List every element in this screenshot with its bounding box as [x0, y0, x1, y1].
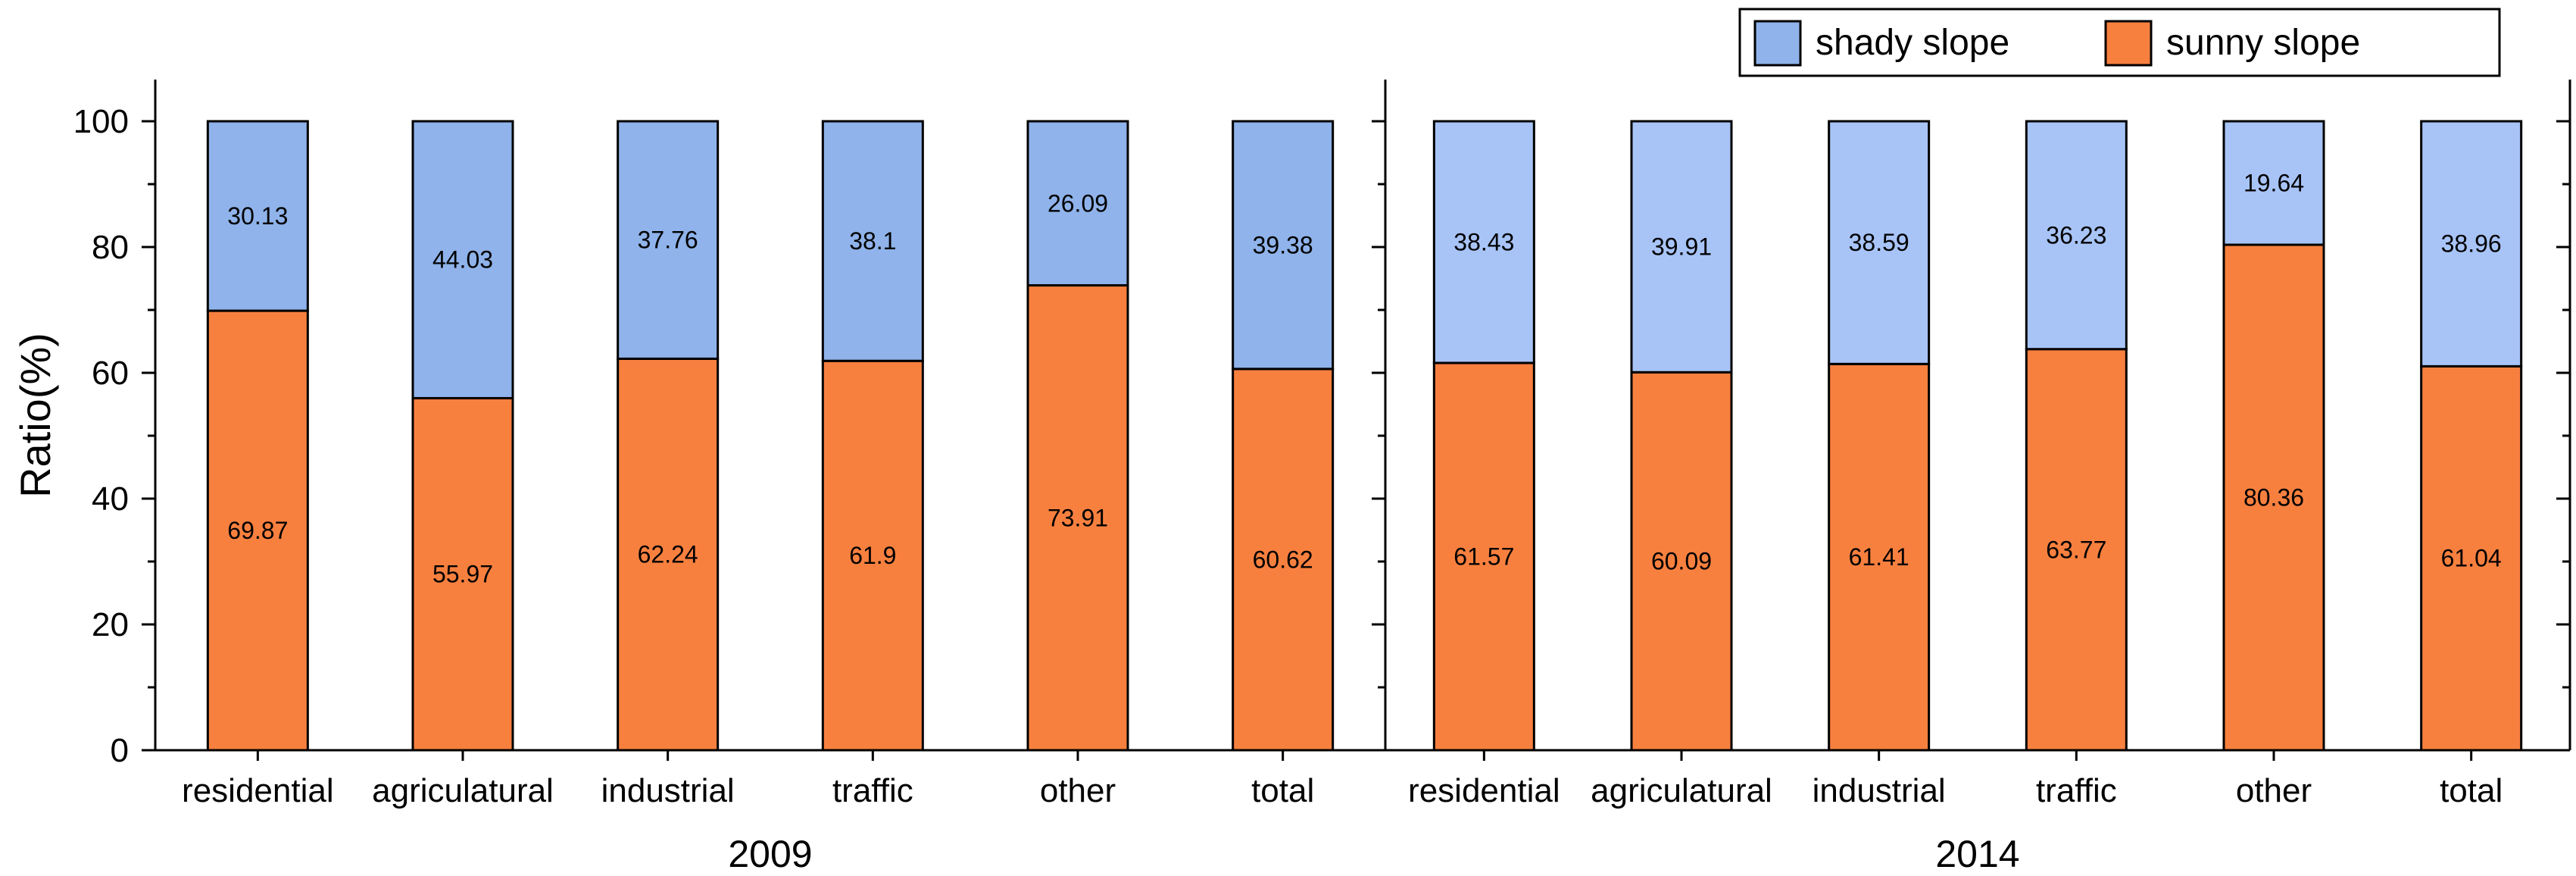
bar-shady-slope [821, 120, 924, 362]
ticks-layer: 0 20 40 60 80 100 [73, 103, 2570, 769]
data-label-shady-slope: 39.38 [1253, 231, 1313, 258]
data-label-sunny-slope: 61.41 [1849, 543, 1909, 571]
x-category-label: agriculatural [372, 772, 554, 809]
data-label-shady-slope: 38.59 [1849, 229, 1909, 256]
data-label-sunny-slope: 61.57 [1453, 543, 1514, 570]
data-label-sunny-slope: 61.04 [2441, 545, 2502, 572]
x-category-label: agriculatural [1591, 772, 1772, 809]
bar-sunny-slope [1828, 362, 1931, 752]
legend-swatch-sunny-slope [2104, 20, 2153, 67]
data-label-sunny-slope: 69.87 [227, 517, 288, 544]
x-group-label: 2014 [1935, 833, 2019, 875]
x-category-label: total [1251, 772, 1314, 809]
bar-shady-slope [2420, 120, 2523, 368]
data-label-sunny-slope: 62.24 [638, 541, 698, 568]
legend-label-shady-slope: shady slope [1816, 23, 2009, 63]
data-label-shady-slope: 36.23 [2046, 221, 2106, 249]
legend: shady slope sunny slope [1738, 8, 2501, 77]
data-label-shady-slope: 44.03 [432, 246, 493, 274]
data-label-sunny-slope: 60.62 [1253, 546, 1313, 573]
bars-layer [206, 120, 2523, 752]
group-labels: residential agriculatural industrial traffi… [182, 772, 2503, 875]
data-label-sunny-slope: 63.77 [2046, 536, 2106, 563]
bar-shady-slope [1432, 120, 1535, 364]
bar-shady-slope [617, 120, 720, 360]
legend-swatch-shady-slope [1753, 20, 1802, 67]
x-category-label: other [1040, 772, 1116, 809]
bar-sunny-slope [2420, 364, 2523, 752]
x-category-label: traffic [2036, 772, 2117, 809]
bar-shady-slope [1026, 120, 1129, 287]
bar-shady-slope [411, 120, 514, 399]
data-label-shady-slope: 26.09 [1048, 189, 1108, 217]
y-tick-label: 0 [111, 732, 129, 769]
bar-shady-slope [1828, 120, 1931, 365]
axes-layer [154, 80, 2571, 752]
bar-sunny-slope [2025, 348, 2128, 752]
y-tick-label: 100 [73, 103, 129, 140]
x-category-label: industrial [1813, 772, 1946, 809]
y-tick-label: 60 [92, 355, 129, 392]
data-label-sunny-slope: 80.36 [2243, 484, 2304, 512]
data-labels-layer: 69.87 30.13 55.97 44.03 62.24 37.76 61.9 38.1 73… [227, 170, 2501, 588]
bar-shady-slope [1232, 120, 1335, 371]
data-label-shady-slope: 38.96 [2441, 230, 2502, 258]
bar-sunny-slope [1630, 371, 1733, 752]
x-category-label: industrial [601, 772, 735, 809]
y-axis-label: Ratio(%) [11, 333, 59, 498]
data-label-shady-slope: 39.91 [1651, 233, 1712, 261]
x-category-label: residential [182, 772, 334, 809]
x-category-label: other [2236, 772, 2312, 809]
y-tick-label: 40 [92, 480, 129, 518]
y-tick-label: 80 [92, 229, 129, 266]
x-category-label: traffic [832, 772, 913, 809]
bar-shady-slope [2222, 120, 2325, 246]
bar-shady-slope [206, 120, 309, 312]
data-label-sunny-slope: 55.97 [432, 561, 493, 588]
data-label-shady-slope: 30.13 [227, 202, 288, 230]
bar-sunny-slope [1232, 368, 1335, 752]
x-category-label: residential [1408, 772, 1560, 809]
legend-label-sunny-slope: sunny slope [2166, 23, 2360, 63]
data-label-sunny-slope: 73.91 [1048, 504, 1108, 531]
data-label-sunny-slope: 60.09 [1651, 548, 1712, 575]
bar-sunny-slope [206, 309, 309, 752]
bar-shady-slope [1630, 120, 1733, 374]
x-group-label: 2009 [728, 833, 812, 875]
data-label-shady-slope: 38.43 [1453, 228, 1514, 255]
data-label-sunny-slope: 61.9 [849, 542, 896, 569]
bar-shady-slope [2025, 120, 2128, 351]
data-label-shady-slope: 19.64 [2243, 170, 2304, 197]
bar-sunny-slope [2222, 243, 2325, 752]
y-tick-label: 20 [92, 606, 129, 643]
x-category-label: total [2440, 772, 2503, 809]
data-label-shady-slope: 37.76 [638, 227, 698, 254]
data-label-shady-slope: 38.1 [849, 227, 896, 255]
